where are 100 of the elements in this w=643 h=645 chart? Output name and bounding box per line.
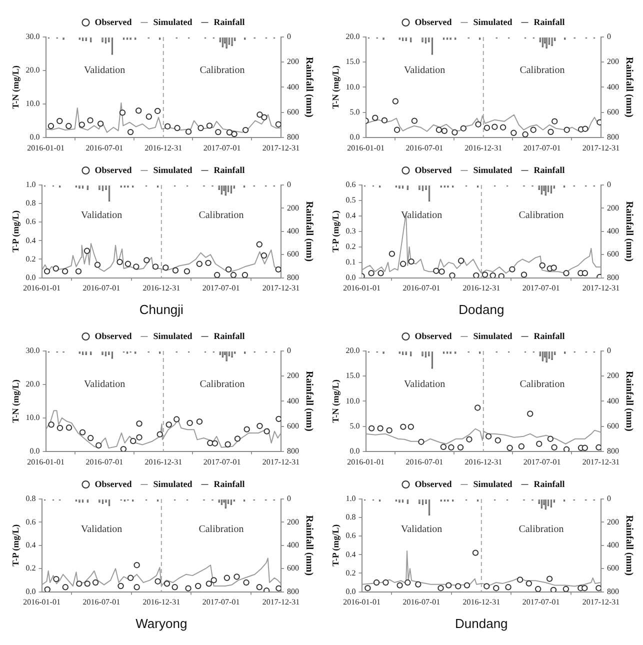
x-tick-label: 2016-01-01 — [343, 284, 380, 293]
point — [552, 118, 558, 124]
y-tick-label: 0.3 — [346, 226, 356, 236]
point — [48, 122, 54, 130]
y2-axis-title: Rainfall (mm) — [303, 57, 314, 118]
y-axis-title: T-P (mg/L) — [10, 524, 21, 566]
point — [466, 436, 472, 442]
x-axis-title: Waryong — [136, 616, 188, 631]
point — [522, 131, 528, 138]
point — [231, 130, 238, 138]
legend-label: Simulated — [153, 330, 192, 341]
y-tick-label: 10.0 — [346, 82, 360, 92]
y-tick-label: 0.0 — [346, 586, 356, 596]
point — [84, 580, 90, 587]
x-tick-label: 2016-01-01 — [23, 284, 60, 293]
point — [563, 270, 570, 276]
point — [440, 444, 447, 450]
point — [154, 108, 161, 114]
point — [242, 126, 249, 134]
point — [166, 422, 172, 428]
legend-label: Simulated — [153, 478, 192, 489]
point — [436, 126, 442, 133]
y2-tick-label: 600 — [607, 421, 619, 430]
y2-tick-label: 200 — [607, 57, 619, 66]
point — [418, 438, 424, 445]
y2-tick-label: 200 — [287, 203, 299, 212]
point — [562, 586, 570, 592]
point — [364, 584, 371, 592]
legend-label: Observed — [414, 330, 452, 341]
point — [415, 581, 422, 588]
y2-tick-label: 0 — [287, 180, 291, 190]
y-axis-title: T-N (mg/L) — [10, 379, 21, 423]
point — [464, 582, 470, 588]
point — [210, 577, 217, 584]
point — [388, 250, 396, 257]
point — [275, 266, 281, 273]
point — [44, 268, 50, 274]
annotation: Calibration — [518, 210, 564, 222]
x-tick-label: 2016-12-31 — [142, 598, 180, 607]
y-tick-label: 5.0 — [350, 421, 360, 430]
x-tick-label: 2017-07-01 — [522, 598, 560, 607]
legend-label: Observed — [94, 16, 132, 27]
point — [87, 434, 94, 442]
point — [225, 266, 232, 273]
point — [66, 424, 72, 431]
point — [243, 579, 250, 586]
x-tick-label: 2017-07-01 — [523, 143, 561, 152]
point — [224, 441, 231, 448]
x-tick-label: 2017-07-01 — [203, 143, 241, 152]
point — [162, 264, 169, 271]
y2-axis-title: Rainfall (mm) — [303, 515, 314, 576]
y-tick-label: 0.6 — [346, 180, 356, 190]
legend-label: Rainfall — [214, 164, 246, 175]
y-tick-label: 0.0 — [346, 272, 356, 282]
point — [493, 584, 500, 592]
point — [505, 584, 512, 590]
point — [261, 114, 268, 120]
x-tick-label: 2017-07-01 — [203, 457, 241, 466]
point — [276, 416, 281, 422]
y-tick-label: 10.0 — [346, 396, 360, 406]
x-tick-label: 2016-12-31 — [462, 598, 500, 607]
point — [378, 270, 384, 276]
y-tick-label: 0.2 — [26, 564, 36, 573]
point — [400, 260, 406, 267]
point — [446, 582, 452, 588]
x-tick-label: 2016-12-31 — [144, 457, 182, 466]
y-tick-label: 0.2 — [346, 568, 356, 578]
point — [172, 267, 179, 274]
x-tick-label: 2016-07-01 — [406, 457, 444, 466]
point — [381, 117, 388, 124]
point — [75, 268, 82, 274]
legend-label: Simulated — [153, 16, 192, 27]
x-tick-label: 2016-12-31 — [144, 143, 182, 152]
y2-tick-label: 0 — [287, 494, 291, 504]
annotation: Validation — [81, 210, 122, 222]
legend-label: Observed — [94, 478, 132, 489]
y-tick-label: 20.0 — [26, 66, 40, 75]
point — [198, 124, 204, 132]
point — [490, 272, 496, 278]
legend-label: Observed — [94, 330, 132, 341]
legend-label: Rainfall — [534, 164, 566, 175]
point — [53, 576, 60, 582]
y-tick-label: 15.0 — [346, 57, 360, 66]
point — [534, 586, 542, 592]
y2-tick-label: 0 — [607, 180, 611, 190]
x-tick-label: 2017-07-01 — [202, 598, 240, 607]
x-tick-label: 2016-12-31 — [142, 284, 180, 293]
y2-tick-label: 0 — [607, 32, 611, 42]
point — [582, 270, 588, 276]
point — [368, 425, 375, 432]
point — [510, 130, 517, 136]
y2-tick-label: 400 — [607, 396, 619, 406]
y2-tick-label: 600 — [287, 107, 299, 116]
y2-tick-label: 800 — [287, 272, 299, 282]
point — [130, 438, 136, 444]
point — [174, 124, 180, 132]
point — [224, 574, 230, 581]
point — [96, 442, 102, 448]
legend-label: Observed — [94, 164, 132, 175]
y-tick-label: 0.0 — [26, 586, 36, 596]
